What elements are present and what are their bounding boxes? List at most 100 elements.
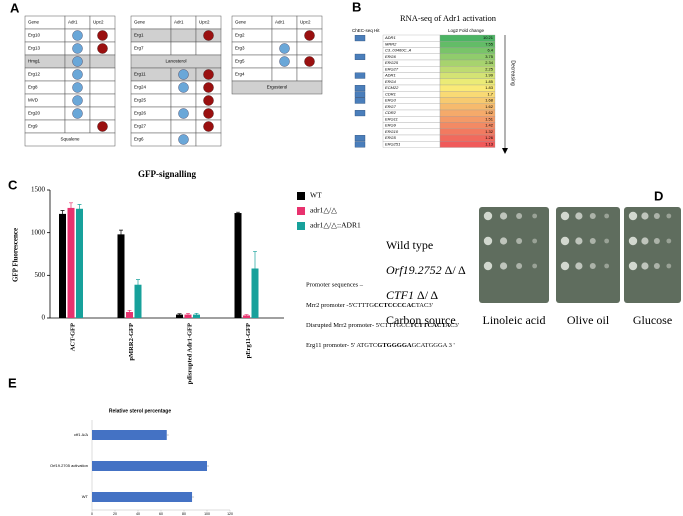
x-tick-label: 120 [227,512,233,516]
upc2-dot [97,30,108,41]
chec-label: ChEC-seq Hit [352,28,380,33]
gene-name: Erg5 [235,59,245,64]
heatmap-gene: ERG3 [385,98,397,103]
error-bar [119,229,123,239]
promoter-part: TCTTCACTA [410,322,451,329]
colony [628,236,638,246]
table-cell [170,93,197,108]
x-tick-label: 80 [182,512,186,516]
gene-name: Erg13 [28,46,41,51]
value-header: Log2 Fold change [448,28,485,33]
x-tick-label: 100 [204,512,210,516]
x-tick-label: pErg11-GFP [245,323,252,358]
colony [499,212,508,220]
strain-label: Wild type [386,238,433,252]
heat-value: 1.32 [485,129,494,134]
bar [92,461,207,471]
panel-label: D [654,188,663,203]
strain-part: Δ/ Δ [442,263,466,277]
arrow-label: Decreasing [510,60,516,86]
colony [628,261,638,271]
adr1-dot [72,69,83,80]
colony [589,263,596,269]
bar [117,234,125,318]
legend-swatch [297,192,305,200]
heatmap-gene: C3_03460C_A [385,48,412,53]
colony [604,213,610,219]
promoter-heading: Promoter sequences – [306,281,364,288]
table-cell [89,67,116,82]
upc2-dot [203,30,214,41]
colony [604,263,610,269]
x-tick-label: pdisrupted Adr1-GFP [186,323,193,384]
carbon-source: Olive oil [567,313,610,327]
plate-photo [624,207,681,303]
table-header: Gene [134,20,146,25]
heat-value: 2.25 [485,66,494,71]
error-bar [244,314,249,317]
colony [483,261,493,271]
heatmap-title: RNA-seq of Adr1 activation [400,13,497,23]
panel-label: E [8,375,17,390]
y-tick-label: 1000 [31,228,46,236]
gene-name: Erg8 [28,85,38,90]
error-bar [253,251,257,286]
heat-value: 1.42 [485,123,494,128]
bar [126,312,133,318]
table-header: Adr1 [275,20,285,25]
adr1-dot [178,69,189,80]
adr1-dot [178,134,189,145]
promoter-line: Erg11 promoter- 5' ATGTCGTGGGGAGCATGGGA … [306,342,455,349]
gene-name: Erg25 [134,98,147,103]
heatmap-gene: ERG9 [385,123,397,128]
error-bar [236,211,240,215]
colony [560,261,570,271]
heat-value: 2.34 [485,60,494,65]
error-bar [177,313,182,316]
colony [628,211,638,221]
arrow-head [502,148,508,154]
table-cell [64,119,91,134]
gene-name: Erg9 [28,124,38,129]
adr1-dot [72,43,83,54]
colony [516,263,523,269]
table-cell [170,28,197,43]
bar [243,315,250,318]
gene-name: Erg20 [28,111,41,116]
legend-label: WT [310,191,322,200]
table-cell [89,80,116,95]
y-tick-label: 0 [42,314,46,322]
adr1-dot [72,82,83,93]
bar [234,213,242,318]
y-tick-label: 1500 [31,186,46,194]
gene-name: Erg11 [134,72,146,77]
colony [532,213,538,219]
bar [193,314,200,318]
table-header: Gene [28,20,40,25]
heatmap-gene: ERG11 [385,116,398,121]
x-tick-label: 60 [159,512,163,516]
chec-box [354,35,366,42]
promoter-part: CCTCCCCAC [374,302,416,309]
carbon-source: Linoleic acid [483,313,546,327]
colony [604,238,610,244]
y-tick-label: Orf19.2705 activation [50,463,88,468]
panel-label: B [352,0,361,14]
upc2-dot [304,56,315,67]
gene-name: Erg4 [235,72,245,77]
colony [483,236,493,246]
chec-box [354,53,366,60]
colony [666,238,672,244]
heat-value: 3.75 [485,54,494,59]
bar [92,430,167,440]
heat-value: 7.55 [485,41,494,46]
table-cell [24,132,116,147]
legend-label: adr1△/△::ADR1 [310,221,361,230]
colony [516,213,523,219]
heatmap-gene: ERG27 [385,66,399,71]
pathway-label: Ergosterol [267,85,288,90]
y-axis-label: GFP Fluorescence [12,228,20,282]
adr1-dot [72,108,83,119]
bar [76,208,83,318]
